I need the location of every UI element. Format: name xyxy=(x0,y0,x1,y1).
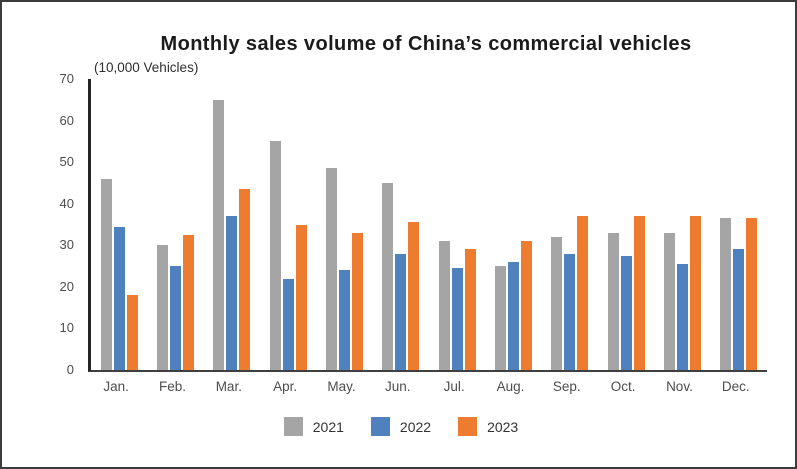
y-axis-unit-label: (10,000 Vehicles) xyxy=(94,60,199,75)
bar-group-jun xyxy=(373,79,429,370)
bar-group-jan xyxy=(91,79,147,370)
bar-group-feb xyxy=(147,79,203,370)
bar-2022-dec xyxy=(733,249,745,370)
bar-group-apr xyxy=(260,79,316,370)
y-tick-label-50: 50 xyxy=(59,154,74,170)
bar-2023-feb xyxy=(182,234,194,370)
bar-2022-jun xyxy=(395,253,407,370)
bar-2021-nov xyxy=(663,232,675,370)
x-label-jun: Jun. xyxy=(385,379,411,394)
y-tick-label-0: 0 xyxy=(66,362,74,377)
legend-label-2022: 2022 xyxy=(399,418,432,435)
bar-2022-feb xyxy=(169,266,181,370)
legend-swatch-2021 xyxy=(283,417,303,436)
legend-item-2023: 2023 xyxy=(458,417,518,436)
bar-group-oct xyxy=(598,79,654,370)
x-label-mar: Mar. xyxy=(215,379,242,394)
bar-2022-jul xyxy=(451,268,463,370)
bar-2021-jan xyxy=(100,178,112,370)
x-label-dec: Dec. xyxy=(721,379,750,394)
y-tick-label-40: 40 xyxy=(59,195,74,211)
plot-area xyxy=(88,79,767,372)
bar-2023-jun xyxy=(408,222,420,370)
bar-groups xyxy=(91,79,767,370)
bar-2022-nov xyxy=(676,264,688,370)
legend-swatch-2023 xyxy=(458,417,478,436)
y-tick-label-20: 20 xyxy=(59,278,74,294)
bar-2021-oct xyxy=(607,232,619,370)
x-label-nov: Nov. xyxy=(666,379,693,394)
bar-2021-sep xyxy=(551,236,563,370)
chart-title: Monthly sales volume of China’s commerci… xyxy=(160,33,692,55)
x-label-aug: Aug. xyxy=(496,379,525,394)
bar-2021-dec xyxy=(720,218,732,370)
legend-item-2021: 2021 xyxy=(283,417,344,436)
legend-item-2022: 2022 xyxy=(370,417,432,436)
x-label-feb: Feb. xyxy=(158,379,186,394)
bar-group-dec xyxy=(711,79,767,370)
bar-2022-aug xyxy=(507,261,519,370)
bar-2021-feb xyxy=(156,245,168,370)
bar-2022-jan xyxy=(113,226,125,370)
x-label-apr: Apr. xyxy=(273,379,298,394)
legend-label-2021: 2021 xyxy=(312,418,344,435)
bar-2023-apr xyxy=(295,224,307,370)
y-tick-label-10: 10 xyxy=(59,320,74,336)
bar-2023-dec xyxy=(746,218,758,370)
x-label-jul: Jul. xyxy=(443,379,465,394)
bar-2021-may xyxy=(325,168,337,370)
bar-group-may xyxy=(316,79,372,370)
bar-2023-jan xyxy=(126,295,138,370)
y-tick-label-60: 60 xyxy=(59,112,74,128)
bar-2023-nov xyxy=(689,216,701,370)
bar-2022-mar xyxy=(226,216,238,370)
bar-2023-may xyxy=(351,232,363,370)
bar-2022-may xyxy=(338,270,350,370)
bar-group-aug xyxy=(485,79,541,370)
x-axis-labels: Jan. Feb. Mar. Apr. May. Jun. Jul. Aug. Sep. Oct.… xyxy=(88,379,764,394)
bar-2021-aug xyxy=(494,266,506,370)
bar-group-jul xyxy=(429,79,485,370)
y-axis-tick-labels: 0 10 20 30 40 50 60 70 xyxy=(2,71,74,377)
bar-2021-jul xyxy=(438,241,450,370)
bar-2023-aug xyxy=(520,241,532,370)
legend-swatch-2022 xyxy=(370,417,390,436)
x-label-sep: Sep. xyxy=(552,379,581,394)
bar-2021-jun xyxy=(382,182,394,370)
bar-2023-mar xyxy=(239,189,251,370)
bar-2022-apr xyxy=(282,278,294,370)
bar-2022-sep xyxy=(564,253,576,370)
bar-2023-oct xyxy=(633,216,645,370)
bar-group-sep xyxy=(542,79,598,370)
x-label-jan: Jan. xyxy=(103,379,129,394)
bar-group-nov xyxy=(654,79,710,370)
y-tick-label-30: 30 xyxy=(59,237,74,253)
bar-2023-jul xyxy=(464,249,476,370)
bar-2021-mar xyxy=(213,99,225,370)
x-label-may: May. xyxy=(327,379,356,394)
y-tick-label-70: 70 xyxy=(59,71,74,86)
bar-2022-oct xyxy=(620,255,632,370)
bar-group-mar xyxy=(204,79,260,370)
legend: 2021 2022 2023 xyxy=(63,417,739,436)
legend-label-2023: 2023 xyxy=(487,418,519,435)
x-label-oct: Oct. xyxy=(610,379,636,394)
bar-2023-sep xyxy=(577,216,589,370)
bar-2021-apr xyxy=(269,141,281,370)
